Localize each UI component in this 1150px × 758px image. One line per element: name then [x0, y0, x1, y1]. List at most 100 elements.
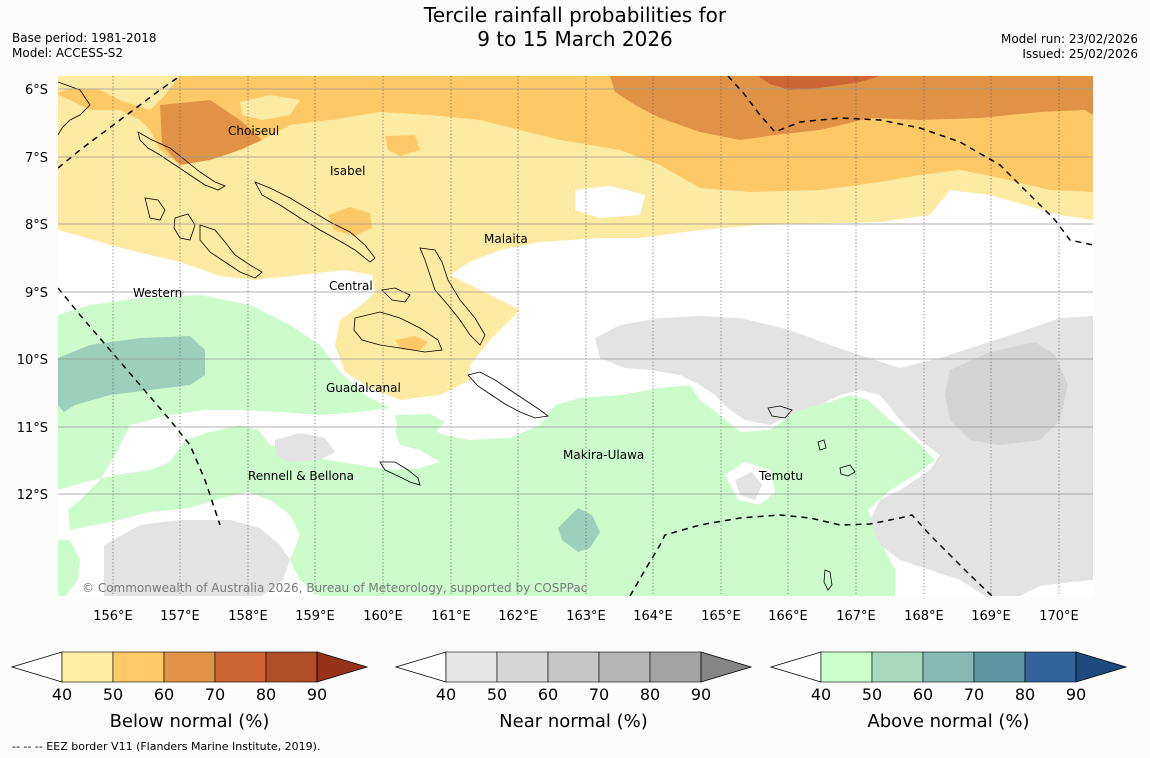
model-info: Base period: 1981-2018 Model: ACCESS-S2 — [12, 31, 157, 61]
colorbar-min-extension — [10, 651, 63, 683]
colorbar-tick-label: 60 — [913, 685, 933, 704]
colorbar-segment — [922, 651, 975, 683]
coastline — [58, 81, 856, 591]
region-labels: Choiseul Isabel Malaita Central Western … — [133, 124, 803, 483]
lon-label: 161°E — [431, 609, 471, 624]
colorbar-min-extension — [769, 651, 822, 683]
colorbar-tick-label: 80 — [640, 685, 660, 704]
below-normal-60-70-region — [1084, 76, 1093, 112]
near-normal-40-50-region — [275, 433, 335, 462]
lon-label: 165°E — [701, 609, 741, 624]
lon-label: 158°E — [228, 609, 268, 624]
lon-label: 159°E — [295, 609, 335, 624]
issued-date: Issued: 25/02/2026 — [1022, 47, 1138, 61]
below-normal-70-80-region — [758, 76, 880, 90]
lon-label: 169°E — [971, 609, 1011, 624]
lat-label: 8°S — [25, 218, 48, 233]
title-line-1: Tercile rainfall probabilities for — [423, 3, 727, 27]
colorbar-segment — [547, 651, 600, 683]
model-name: Model: ACCESS-S2 — [12, 46, 124, 60]
lat-label: 9°S — [25, 286, 48, 301]
colorbar-segment — [265, 651, 318, 683]
lon-label: 160°E — [363, 609, 403, 624]
colorbar-tick-label: 50 — [103, 685, 123, 704]
near-normal-40-50-region — [104, 520, 290, 596]
colorbar-segment — [445, 651, 498, 683]
region-label-central: Central — [329, 279, 373, 293]
region-label-isabel: Isabel — [330, 164, 365, 178]
colorbar-tick-label: 90 — [307, 685, 327, 704]
map-title: Tercile rainfall probabilities for 9 to … — [0, 3, 1150, 51]
title-line-2: 9 to 15 March 2026 — [477, 27, 673, 51]
colorbar-tick-label: 40 — [52, 685, 72, 704]
eez-legend: -- -- -- EEZ border V11 (Flanders Marine… — [12, 740, 321, 753]
above-normal-50-60-region — [558, 508, 600, 552]
colorbar-tick-label: 90 — [691, 685, 711, 704]
lon-label: 156°E — [93, 609, 133, 624]
colorbar-segment — [1024, 651, 1077, 683]
colorbar-segment — [112, 651, 165, 683]
graticule — [58, 76, 1093, 596]
colorbar-tick-label: 50 — [487, 685, 507, 704]
colorbar-tick-label: 40 — [436, 685, 456, 704]
colorbar-tick-label: 80 — [256, 685, 276, 704]
region-label-rennell-bellona: Rennell & Bellona — [248, 469, 354, 483]
colorbar-max-extension — [700, 651, 753, 683]
longitude-labels: 156°E 157°E 158°E 159°E 160°E 161°E 162°… — [93, 609, 1079, 624]
colorbar-segment — [820, 651, 873, 683]
colorbar-tick-label: 90 — [1066, 685, 1086, 704]
below-normal-40-50-region — [240, 95, 300, 120]
region-label-makira-ulawa: Makira-Ulawa — [563, 448, 644, 462]
tercile-map: Choiseul Isabel Malaita Central Western … — [17, 76, 1093, 624]
colorbar-tick-label: 60 — [538, 685, 558, 704]
lon-label: 157°E — [160, 609, 200, 624]
lon-label: 167°E — [836, 609, 876, 624]
region-label-guadalcanal: Guadalcanal — [326, 381, 401, 395]
colorbar-tick-label: 40 — [811, 685, 831, 704]
colorbar-segment — [214, 651, 267, 683]
below-normal-60-70-region — [610, 76, 1093, 140]
region-label-malaita: Malaita — [484, 232, 528, 246]
colorbar-tick-label: 80 — [1015, 685, 1035, 704]
latitude-labels: 6°S 7°S 8°S 9°S 10°S 11°S 12°S — [17, 83, 48, 503]
lon-label: 170°E — [1039, 609, 1079, 624]
colorbar-tick-label: 60 — [154, 685, 174, 704]
colorbar-min-extension — [394, 651, 447, 683]
lon-label: 163°E — [566, 609, 606, 624]
colorbar-legend: 40 50 60 70 80 90 Below normal (%) 40 50 60 70 80 9… — [10, 651, 1128, 732]
below-normal-60-70-region — [160, 100, 262, 165]
below-normal-50-60-region — [395, 336, 428, 350]
colorbar-segment — [973, 651, 1026, 683]
colorbar-segment — [871, 651, 924, 683]
above-normal-40-50-region — [58, 295, 935, 596]
colorbar-tick-label: 70 — [589, 685, 609, 704]
map-frame: Choiseul Isabel Malaita Central Western … — [58, 76, 1093, 596]
colorbar-near-normal: 40 50 60 70 80 90 Near normal (%) — [394, 651, 753, 732]
above-normal-40-50-region — [58, 540, 80, 596]
lat-label: 6°S — [25, 83, 48, 98]
colorbar-tick-label: 50 — [862, 685, 882, 704]
colorbar-below-normal: 40 50 60 70 80 90 Below normal (%) — [10, 651, 369, 732]
below-normal-50-60-region — [385, 135, 420, 156]
run-info: Model run: 23/02/2026 Issued: 25/02/2026 — [1001, 32, 1138, 62]
model-run-date: Model run: 23/02/2026 — [1000, 32, 1138, 46]
lon-label: 162°E — [498, 609, 538, 624]
colorbar-max-extension — [316, 651, 369, 683]
eez-border — [58, 76, 1093, 596]
colorbar-max-extension — [1075, 651, 1128, 683]
lon-label: 168°E — [904, 609, 944, 624]
lat-label: 11°S — [17, 421, 48, 436]
colorbar-tick-label: 70 — [964, 685, 984, 704]
colorbar-above-normal: 40 50 60 70 80 90 Above normal (%) — [769, 651, 1128, 732]
colorbar-segment — [598, 651, 651, 683]
colorbar-title: Below normal (%) — [110, 711, 270, 732]
near-normal-50-60-region — [945, 342, 1068, 445]
colorbar-title: Near normal (%) — [499, 711, 648, 732]
colorbar-segment — [496, 651, 549, 683]
no-signal-region — [575, 186, 645, 218]
region-label-choiseul: Choiseul — [228, 124, 279, 138]
colorbar-segment — [163, 651, 216, 683]
lat-label: 10°S — [17, 353, 48, 368]
lon-label: 164°E — [633, 609, 673, 624]
colorbar-segment — [61, 651, 114, 683]
